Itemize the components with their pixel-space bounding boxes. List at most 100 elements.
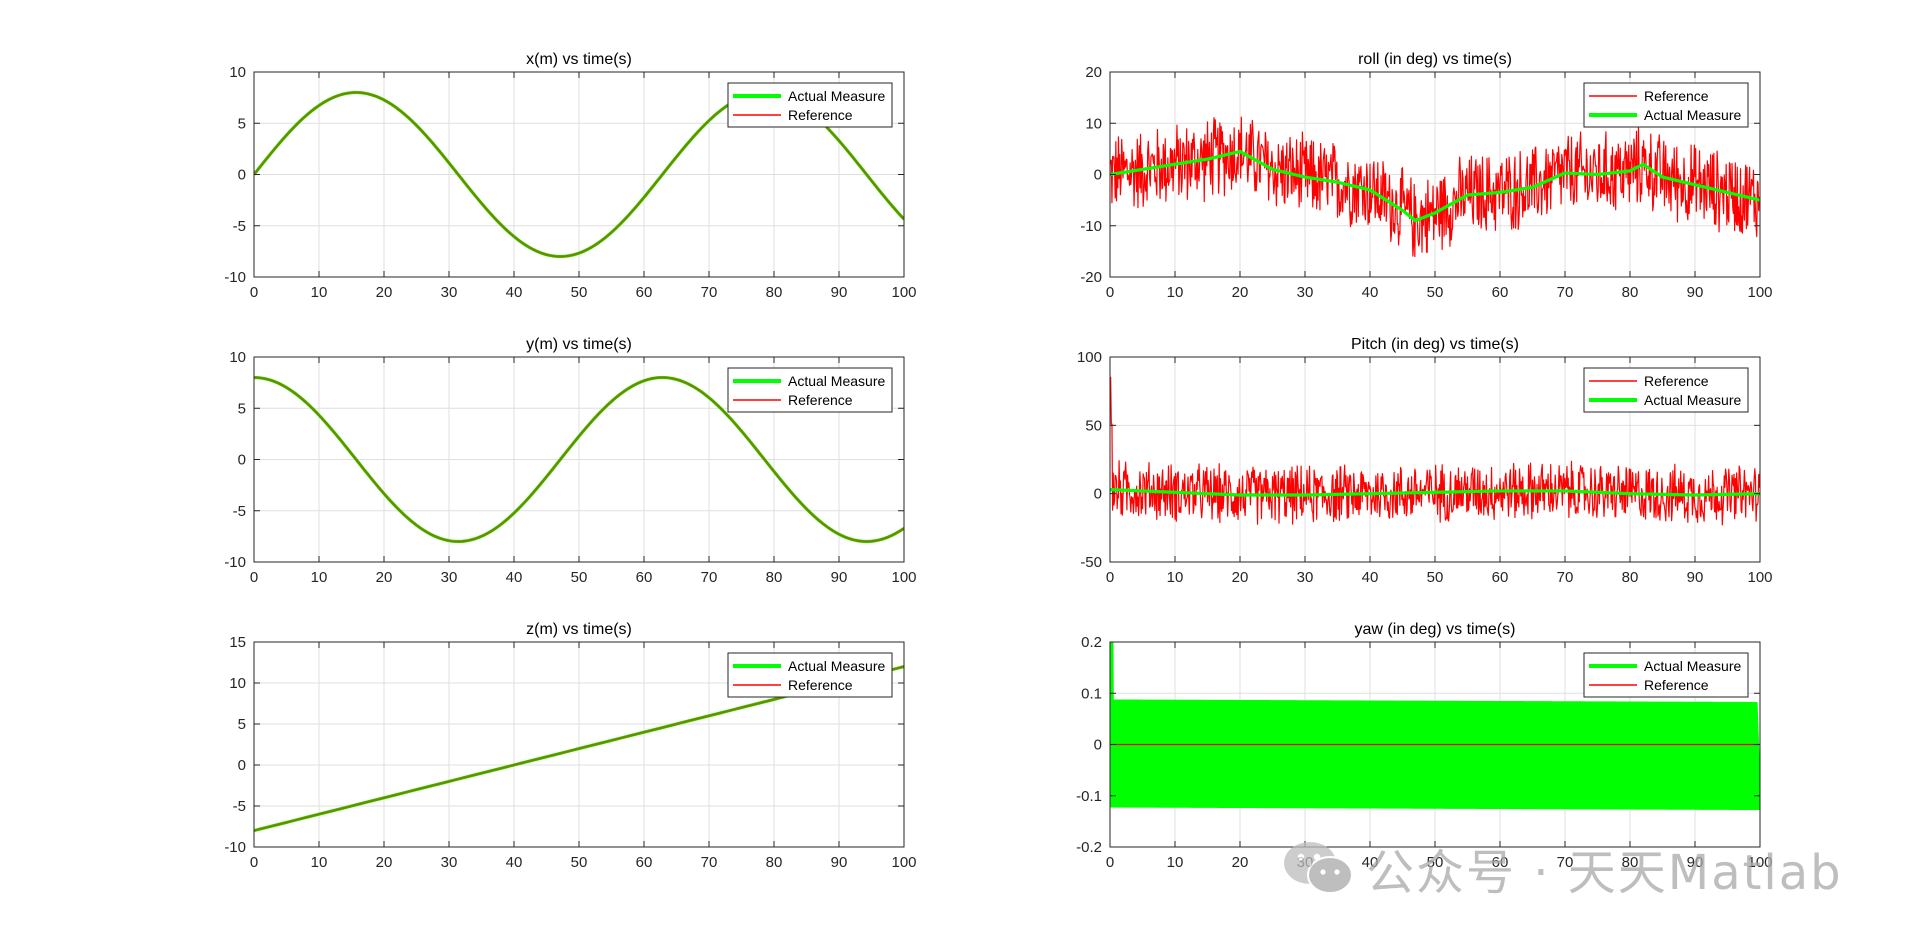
- x-tick-label: 80: [766, 854, 783, 871]
- x-tick-label: 90: [831, 569, 848, 586]
- legend: Actual Measure Reference: [1583, 652, 1749, 698]
- x-tick-label: 100: [891, 284, 916, 301]
- y-tick-label: 5: [238, 400, 246, 417]
- x-tick-label: 100: [891, 854, 916, 871]
- x-tick-label: 30: [441, 569, 458, 586]
- y-tick-label: -10: [224, 269, 246, 286]
- x-tick-label: 40: [506, 569, 523, 586]
- y-tick-label: 5: [238, 115, 246, 132]
- y-tick-label: 0: [238, 757, 246, 774]
- x-tick-label: 70: [701, 284, 718, 301]
- y-tick-label: 0: [1094, 167, 1102, 184]
- y-tick-label: 50: [1085, 417, 1102, 434]
- y-tick-label: 5: [238, 716, 246, 733]
- wechat-icon: [1284, 842, 1353, 894]
- x-tick-label: 20: [376, 284, 393, 301]
- x-tick-label: 80: [1622, 854, 1639, 871]
- legend-label: Actual Measure: [1644, 658, 1741, 674]
- x-tick-label: 20: [376, 569, 393, 586]
- legend-label: Actual Measure: [788, 88, 885, 104]
- x-tick-label: 40: [506, 284, 523, 301]
- chart-title: yaw (in deg) vs time(s): [1355, 621, 1516, 638]
- x-tick-label: 20: [376, 854, 393, 871]
- x-tick-label: 80: [1622, 284, 1639, 301]
- x-tick-label: 30: [441, 854, 458, 871]
- chart-title: z(m) vs time(s): [526, 621, 632, 638]
- y-tick-label: -5: [233, 218, 246, 235]
- legend: Reference Actual Measure: [1583, 367, 1749, 413]
- x-tick-label: 50: [571, 569, 588, 586]
- plot-area: [1110, 642, 1760, 811]
- y-tick-label: -20: [1080, 269, 1102, 286]
- y-tick-label: 15: [229, 634, 246, 651]
- x-tick-label: 0: [1106, 569, 1114, 586]
- chart-title: y(m) vs time(s): [526, 336, 632, 353]
- legend-box: [727, 82, 893, 128]
- x-tick-label: 60: [1492, 569, 1509, 586]
- y-tick-label: 0.1: [1081, 685, 1102, 702]
- legend-box: [727, 652, 893, 698]
- y-tick-label: -5: [233, 798, 246, 815]
- x-tick-label: 90: [831, 284, 848, 301]
- x-tick-label: 90: [831, 854, 848, 871]
- x-tick-label: 60: [1492, 284, 1509, 301]
- y-tick-label: 10: [229, 675, 246, 692]
- y-tick-label: 0: [238, 167, 246, 184]
- x-tick-label: 100: [1747, 854, 1772, 871]
- x-tick-label: 60: [1492, 854, 1509, 871]
- chart-title: x(m) vs time(s): [526, 51, 632, 68]
- x-tick-label: 100: [891, 569, 916, 586]
- y-tick-label: -50: [1080, 554, 1102, 571]
- x-tick-label: 40: [1362, 569, 1379, 586]
- y-tick-label: 0: [1094, 486, 1102, 503]
- x-tick-label: 50: [571, 854, 588, 871]
- series-reference: [254, 376, 904, 543]
- x-tick-label: 100: [1747, 569, 1772, 586]
- chart-title: Pitch (in deg) vs time(s): [1351, 336, 1519, 353]
- x-tick-label: 100: [1747, 284, 1772, 301]
- y-tick-label: 100: [1077, 349, 1102, 366]
- y-tick-label: -0.1: [1076, 788, 1102, 805]
- y-tick-label: 10: [229, 349, 246, 366]
- x-tick-label: 70: [701, 854, 718, 871]
- plot-area: [1110, 116, 1760, 258]
- x-tick-label: 60: [636, 854, 653, 871]
- x-tick-label: 80: [766, 569, 783, 586]
- subplot-yaw: 0102030405060708090100-0.2-0.100.10.2yaw…: [1076, 621, 1772, 871]
- y-tick-label: -10: [1080, 218, 1102, 235]
- x-tick-label: 0: [1106, 284, 1114, 301]
- x-tick-label: 0: [250, 854, 258, 871]
- x-tick-label: 50: [1427, 854, 1444, 871]
- legend: Actual Measure Reference: [727, 367, 893, 413]
- x-tick-label: 50: [1427, 569, 1444, 586]
- legend-label: Reference: [1644, 88, 1709, 104]
- y-tick-label: 10: [229, 64, 246, 81]
- y-tick-label: -10: [224, 839, 246, 856]
- legend: Reference Actual Measure: [1583, 82, 1749, 128]
- legend-box: [727, 367, 893, 413]
- y-tick-label: -5: [233, 503, 246, 520]
- legend-label: Reference: [788, 677, 853, 693]
- x-tick-label: 60: [636, 284, 653, 301]
- chart-title: roll (in deg) vs time(s): [1358, 51, 1512, 68]
- x-tick-label: 0: [250, 569, 258, 586]
- x-tick-label: 10: [1167, 284, 1184, 301]
- subplot-x: 0 10 20 30 40 50 60 70 80 90 100 -10 -5 0 5 10 x(m) vs t…: [224, 51, 916, 301]
- x-tick-label: 80: [1622, 569, 1639, 586]
- legend-label: Reference: [788, 107, 853, 123]
- x-tick-label: 70: [1557, 569, 1574, 586]
- x-tick-label: 10: [311, 854, 328, 871]
- subplot-z: 0 10 20 30 40 50 60 70 80 90 100 -10 -5 0 5 10 15 z(m) vs…: [224, 621, 916, 871]
- y-tick-label: 20: [1085, 64, 1102, 81]
- legend-label: Reference: [1644, 677, 1709, 693]
- x-tick-label: 20: [1232, 569, 1249, 586]
- x-tick-label: 40: [506, 854, 523, 871]
- legend: Actual Measure Reference: [727, 652, 893, 698]
- series-actual-measure: [1110, 149, 1760, 223]
- watermark-text: 公众号 · 天天Matlab: [1366, 845, 1843, 901]
- legend-label: Reference: [1644, 373, 1709, 389]
- plot-area: [1110, 376, 1760, 526]
- y-tick-label: -10: [224, 554, 246, 571]
- legend-label: Actual Measure: [1644, 107, 1741, 123]
- plot-area: [254, 375, 904, 544]
